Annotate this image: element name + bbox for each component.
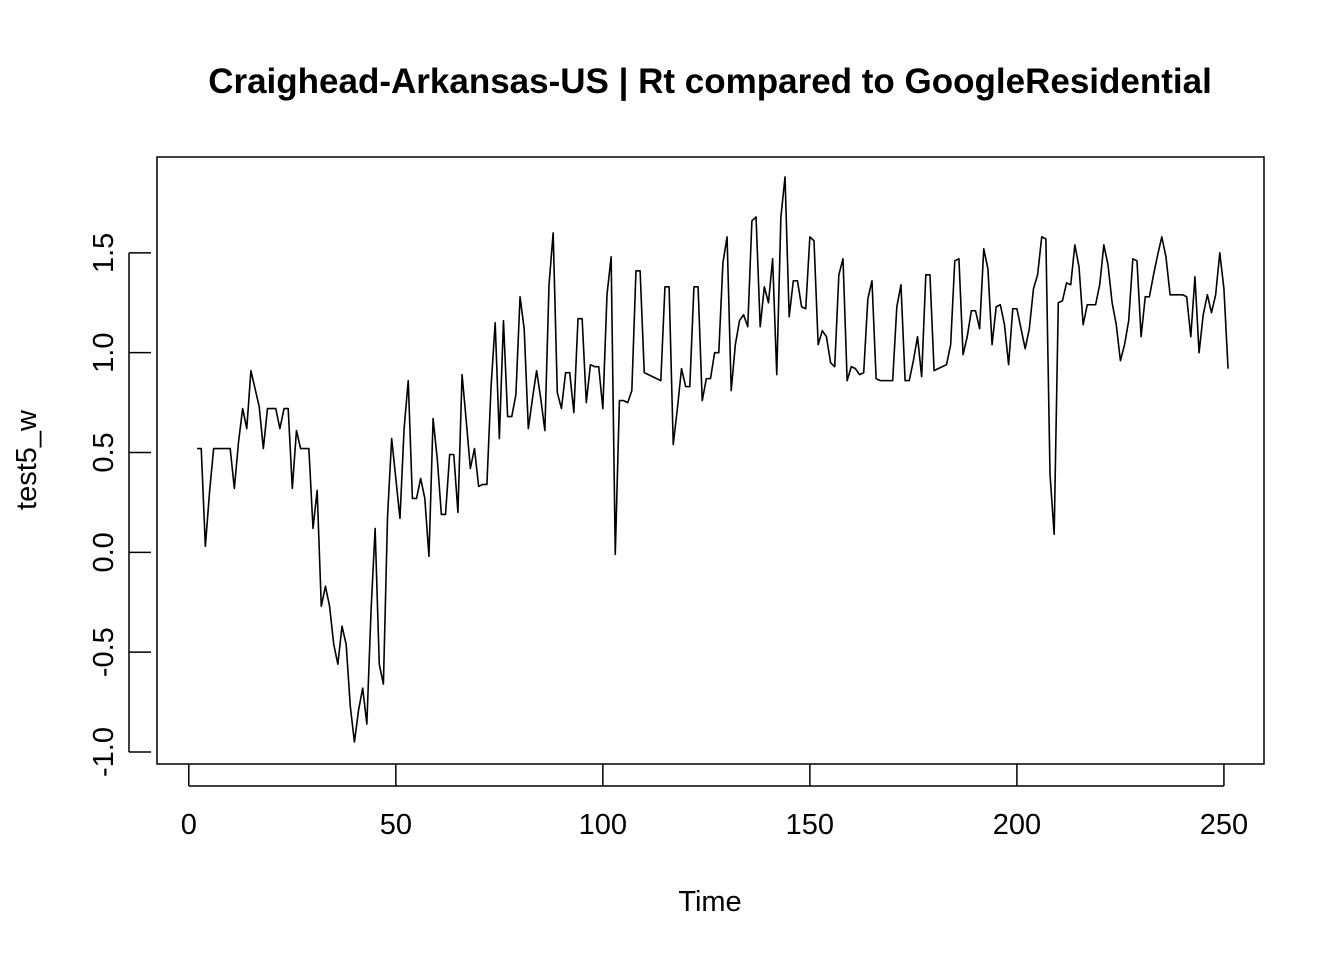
- y-tick-label: -1.0: [88, 727, 120, 777]
- x-axis: 0 50 100 150 200 250: [181, 764, 1248, 841]
- y-tick-label: 0.0: [88, 532, 120, 572]
- y-axis-title: test5_w: [11, 409, 43, 510]
- y-tick-label: -0.5: [88, 627, 120, 677]
- y-tick-label: 1.5: [88, 233, 120, 273]
- series-line: [197, 176, 1229, 743]
- x-tick-label: 0: [181, 809, 197, 841]
- x-axis-title: Time: [678, 886, 741, 918]
- y-tick-label: 1.0: [88, 333, 120, 373]
- series-layer: [197, 176, 1229, 743]
- x-tick-label: 100: [579, 809, 627, 841]
- x-tick-label: 150: [786, 809, 834, 841]
- x-tick-label: 200: [993, 809, 1041, 841]
- x-tick-label: 250: [1200, 809, 1248, 841]
- y-axis: -1.0 -0.5 0.0 0.5 1.0 1.5: [88, 233, 151, 777]
- y-tick-label: 0.5: [88, 432, 120, 472]
- plot-frame: [156, 156, 1265, 765]
- x-tick-label: 50: [380, 809, 412, 841]
- chart-title: Craighead-Arkansas-US | Rt compared to G…: [208, 62, 1212, 101]
